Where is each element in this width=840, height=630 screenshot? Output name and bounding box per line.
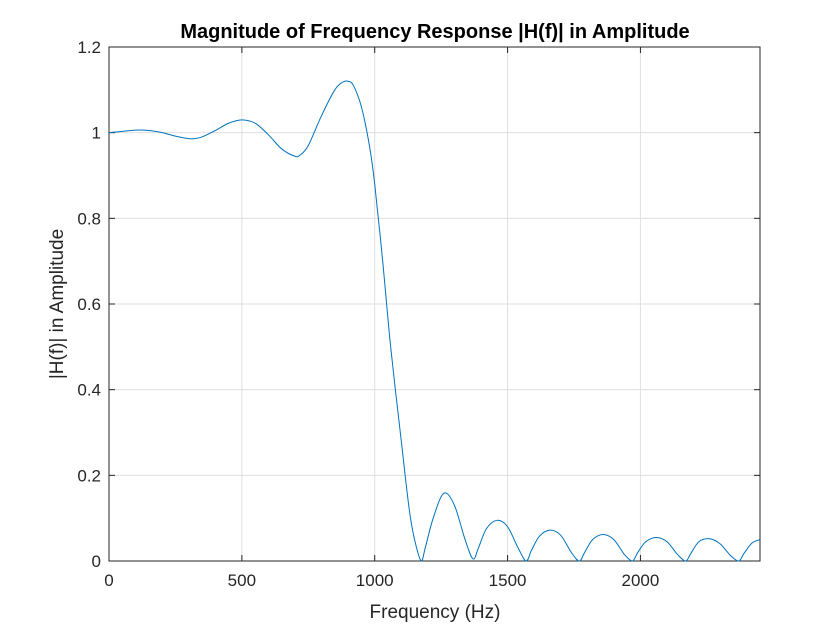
y-tick-label: 1.2: [77, 38, 101, 57]
y-tick-label: 0.2: [77, 466, 101, 485]
y-tick-label: 0: [92, 552, 101, 571]
y-tick-label: 0.4: [77, 381, 101, 400]
y-axis-label: |H(f)| in Amplitude: [47, 229, 68, 379]
x-tick-label: 500: [228, 571, 256, 590]
chart-title: Magnitude of Frequency Response |H(f)| i…: [180, 21, 689, 43]
tick-layer: 0 500 1000 1500 2000 0 0.2 0.4 0.6 0.8 1 1.2: [77, 38, 760, 590]
y-tick-label: 0.6: [77, 295, 101, 314]
x-tick-label: 2000: [622, 571, 660, 590]
x-tick-label: 1500: [489, 571, 527, 590]
x-axis-label: Frequency (Hz): [370, 602, 501, 623]
series-line: [108, 80, 761, 562]
y-tick-label: 1: [92, 124, 101, 143]
series-layer: [108, 80, 761, 562]
grid-layer: [109, 47, 760, 561]
y-tick-label: 0.8: [77, 209, 101, 228]
x-tick-label: 1000: [356, 571, 394, 590]
x-tick-label: 0: [104, 571, 113, 590]
